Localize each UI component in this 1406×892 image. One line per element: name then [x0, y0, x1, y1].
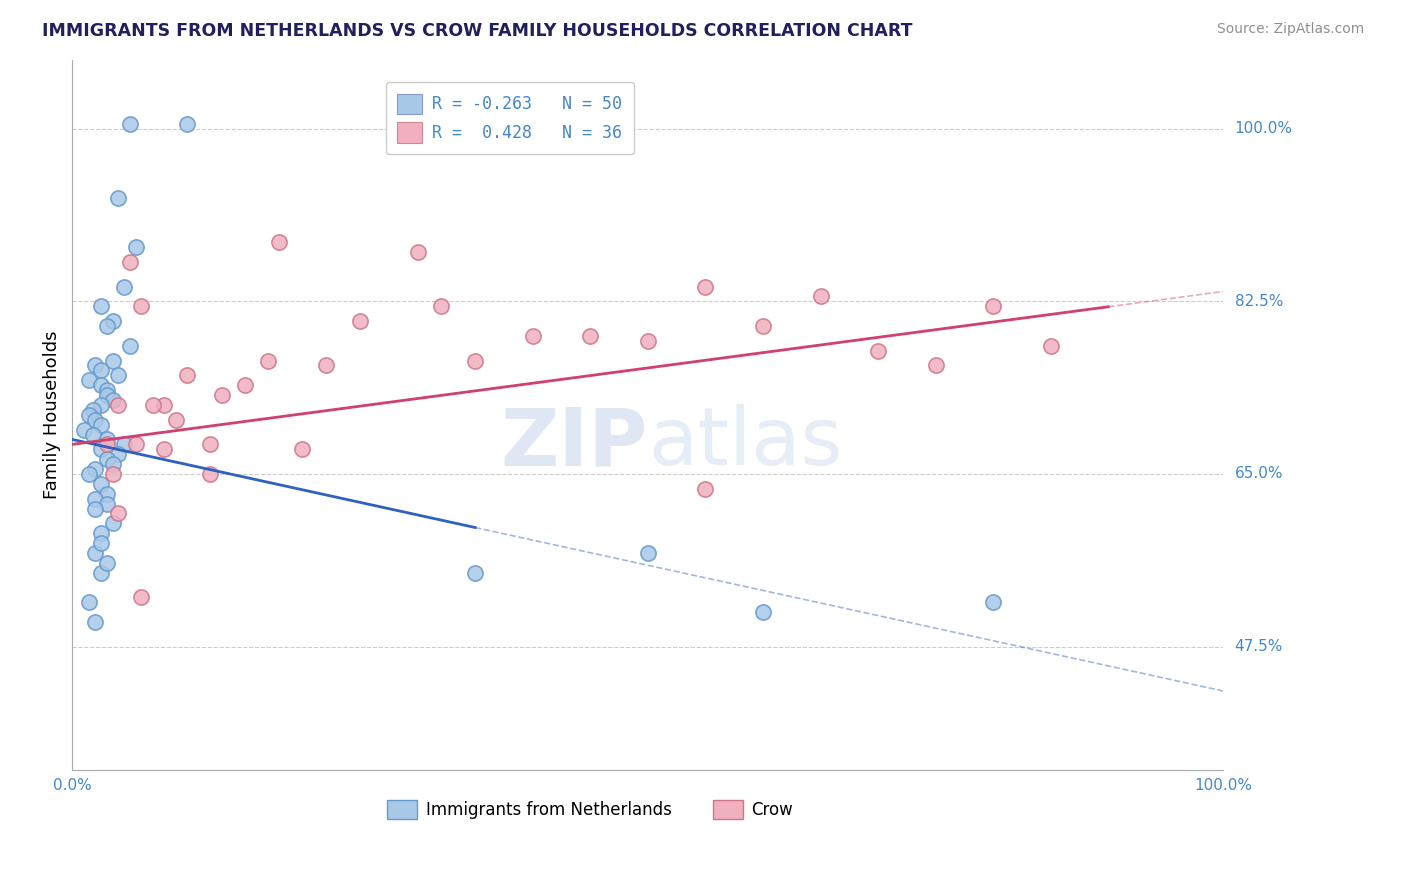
Point [84, 491, 107, 506]
Point [131, 591, 153, 605]
Point [96, 487, 118, 501]
Point [118, 255, 141, 269]
Text: 100.0%: 100.0% [1234, 121, 1292, 136]
Point [211, 388, 233, 402]
Point [107, 191, 129, 205]
Point [118, 117, 141, 131]
Point [101, 314, 124, 328]
Point [924, 359, 946, 373]
Point [73, 423, 96, 437]
Point [1039, 339, 1062, 353]
Point [84, 501, 107, 516]
Point [233, 378, 256, 392]
Point [165, 413, 187, 427]
Point [695, 279, 717, 293]
Point [90, 476, 112, 491]
Point [96, 452, 118, 467]
Point [96, 437, 118, 451]
Point [90, 299, 112, 313]
Point [153, 398, 176, 412]
Point [96, 497, 118, 511]
Point [84, 462, 107, 476]
Point [981, 595, 1004, 609]
Point [200, 467, 222, 481]
Point [101, 467, 124, 481]
Text: 82.5%: 82.5% [1234, 293, 1282, 309]
Point [752, 318, 775, 333]
Point [429, 299, 451, 313]
Point [84, 546, 107, 560]
Point [637, 334, 659, 348]
Point [84, 615, 107, 629]
Text: 65.0%: 65.0% [1234, 467, 1284, 482]
Point [107, 368, 129, 383]
Point [200, 437, 222, 451]
Point [90, 398, 112, 412]
Point [107, 447, 129, 461]
Point [90, 363, 112, 377]
Point [96, 388, 118, 402]
Point [84, 359, 107, 373]
Point [142, 398, 165, 412]
Point [112, 437, 135, 451]
Point [90, 526, 112, 541]
Text: atlas: atlas [648, 404, 842, 483]
Point [90, 417, 112, 432]
Legend: Immigrants from Netherlands, Crow: Immigrants from Netherlands, Crow [381, 793, 800, 826]
Point [176, 117, 198, 131]
Point [315, 359, 337, 373]
Point [84, 413, 107, 427]
Point [131, 299, 153, 313]
Y-axis label: Family Households: Family Households [44, 331, 60, 499]
Point [82, 427, 104, 442]
Point [269, 235, 291, 249]
Point [752, 605, 775, 619]
Text: 47.5%: 47.5% [1234, 640, 1282, 654]
Point [101, 392, 124, 407]
Point [79, 408, 101, 422]
Point [291, 442, 314, 457]
Point [101, 353, 124, 368]
Point [579, 329, 602, 343]
Point [79, 373, 101, 387]
Point [90, 536, 112, 550]
Point [96, 383, 118, 397]
Point [90, 566, 112, 580]
Point [124, 240, 146, 254]
Point [101, 516, 124, 531]
Point [96, 556, 118, 570]
Point [464, 353, 486, 368]
Text: ZIP: ZIP [501, 404, 648, 483]
Point [695, 482, 717, 496]
Point [464, 566, 486, 580]
Point [349, 314, 371, 328]
Point [90, 442, 112, 457]
Point [257, 353, 280, 368]
Point [176, 368, 198, 383]
Point [90, 378, 112, 392]
Point [406, 245, 429, 260]
Point [82, 402, 104, 417]
Point [868, 343, 890, 358]
Point [107, 398, 129, 412]
Point [107, 507, 129, 521]
Point [153, 442, 176, 457]
Point [112, 279, 135, 293]
Point [79, 467, 101, 481]
Text: Source: ZipAtlas.com: Source: ZipAtlas.com [1216, 22, 1364, 37]
Point [96, 318, 118, 333]
Point [79, 595, 101, 609]
Point [96, 433, 118, 447]
Point [637, 546, 659, 560]
Point [118, 339, 141, 353]
Point [522, 329, 544, 343]
Point [124, 437, 146, 451]
Point [810, 289, 832, 303]
Point [101, 457, 124, 471]
Point [981, 299, 1004, 313]
Text: IMMIGRANTS FROM NETHERLANDS VS CROW FAMILY HOUSEHOLDS CORRELATION CHART: IMMIGRANTS FROM NETHERLANDS VS CROW FAMI… [42, 22, 912, 40]
